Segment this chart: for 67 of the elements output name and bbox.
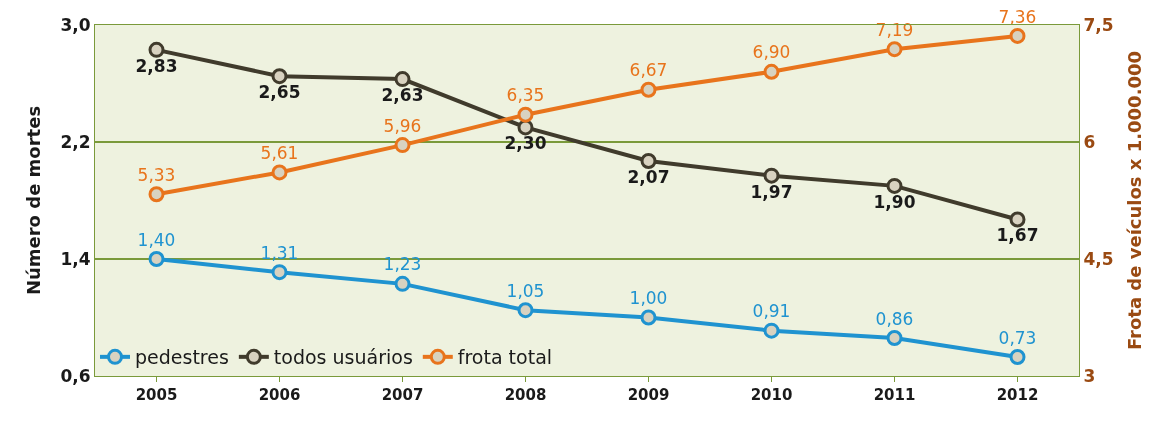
data-label: 7,36 — [998, 6, 1037, 27]
point — [1009, 348, 1026, 365]
x-tick-label: 2012 — [996, 386, 1039, 404]
y2-tick-label: 3 — [1083, 365, 1096, 386]
data-label: 1,05 — [506, 280, 545, 301]
point — [271, 264, 288, 281]
point — [394, 275, 411, 292]
point — [148, 186, 165, 203]
data-label: 1,23 — [383, 254, 422, 275]
y-tick-label: 3,0 — [60, 14, 91, 35]
x-tick-label: 2006 — [258, 386, 301, 404]
data-label: 0,73 — [998, 327, 1037, 348]
y-tick-label: 1,4 — [60, 248, 91, 269]
x-tick-label: 2007 — [381, 386, 424, 404]
point — [1009, 27, 1026, 44]
y-tick-label: 2,2 — [60, 131, 91, 152]
point — [640, 81, 657, 98]
data-label: 2,63 — [381, 84, 424, 105]
legend-label: frota total — [457, 346, 553, 369]
point — [886, 41, 903, 58]
x-tick-label: 2008 — [504, 386, 547, 404]
data-label: 0,91 — [752, 301, 791, 322]
point — [1009, 211, 1026, 228]
point — [640, 153, 657, 169]
x-tick-label: 2011 — [873, 386, 916, 404]
point — [763, 63, 780, 80]
data-label: 2,65 — [258, 82, 301, 103]
point — [271, 68, 288, 85]
point — [148, 251, 165, 267]
point — [271, 164, 288, 181]
legend-label: pedestres — [135, 346, 229, 369]
y2-axis-title: Frota de veículos x 1.000.000 — [1123, 50, 1145, 351]
x-tick-label: 2009 — [627, 386, 670, 404]
y-tick-label: 0,6 — [60, 365, 91, 386]
data-label: 1,31 — [260, 242, 299, 263]
x-tick-label: 2010 — [750, 386, 793, 404]
data-label: 5,61 — [260, 143, 299, 164]
data-label: 0,86 — [875, 308, 914, 329]
data-label: 1,67 — [996, 225, 1039, 246]
point — [886, 177, 903, 194]
y2-tick-label: 6 — [1083, 131, 1096, 152]
point — [886, 329, 903, 346]
point — [148, 41, 165, 58]
data-label: 2,83 — [135, 55, 178, 76]
data-label: 5,96 — [383, 115, 422, 136]
data-label: 6,67 — [629, 60, 668, 81]
point — [394, 71, 411, 88]
data-label: 2,07 — [627, 166, 670, 187]
point — [517, 302, 534, 319]
y2-tick-label: 7,5 — [1083, 14, 1114, 35]
data-label: 6,35 — [506, 85, 545, 106]
point — [517, 119, 534, 136]
x-tick-label: 2005 — [135, 386, 178, 404]
data-label: 1,00 — [629, 288, 668, 309]
point — [640, 309, 657, 326]
data-label: 1,40 — [137, 229, 176, 250]
legend-label: todos usuários — [273, 346, 413, 369]
point — [394, 137, 411, 154]
y-axis-title: Número de mortes — [22, 105, 44, 296]
data-label: 1,90 — [873, 191, 916, 212]
point — [517, 106, 534, 123]
data-label: 5,33 — [137, 164, 176, 185]
y2-tick-label: 4,5 — [1083, 248, 1114, 269]
data-label: 1,97 — [750, 181, 793, 202]
point — [763, 322, 780, 339]
data-label: 6,90 — [752, 42, 791, 63]
point — [763, 167, 780, 184]
